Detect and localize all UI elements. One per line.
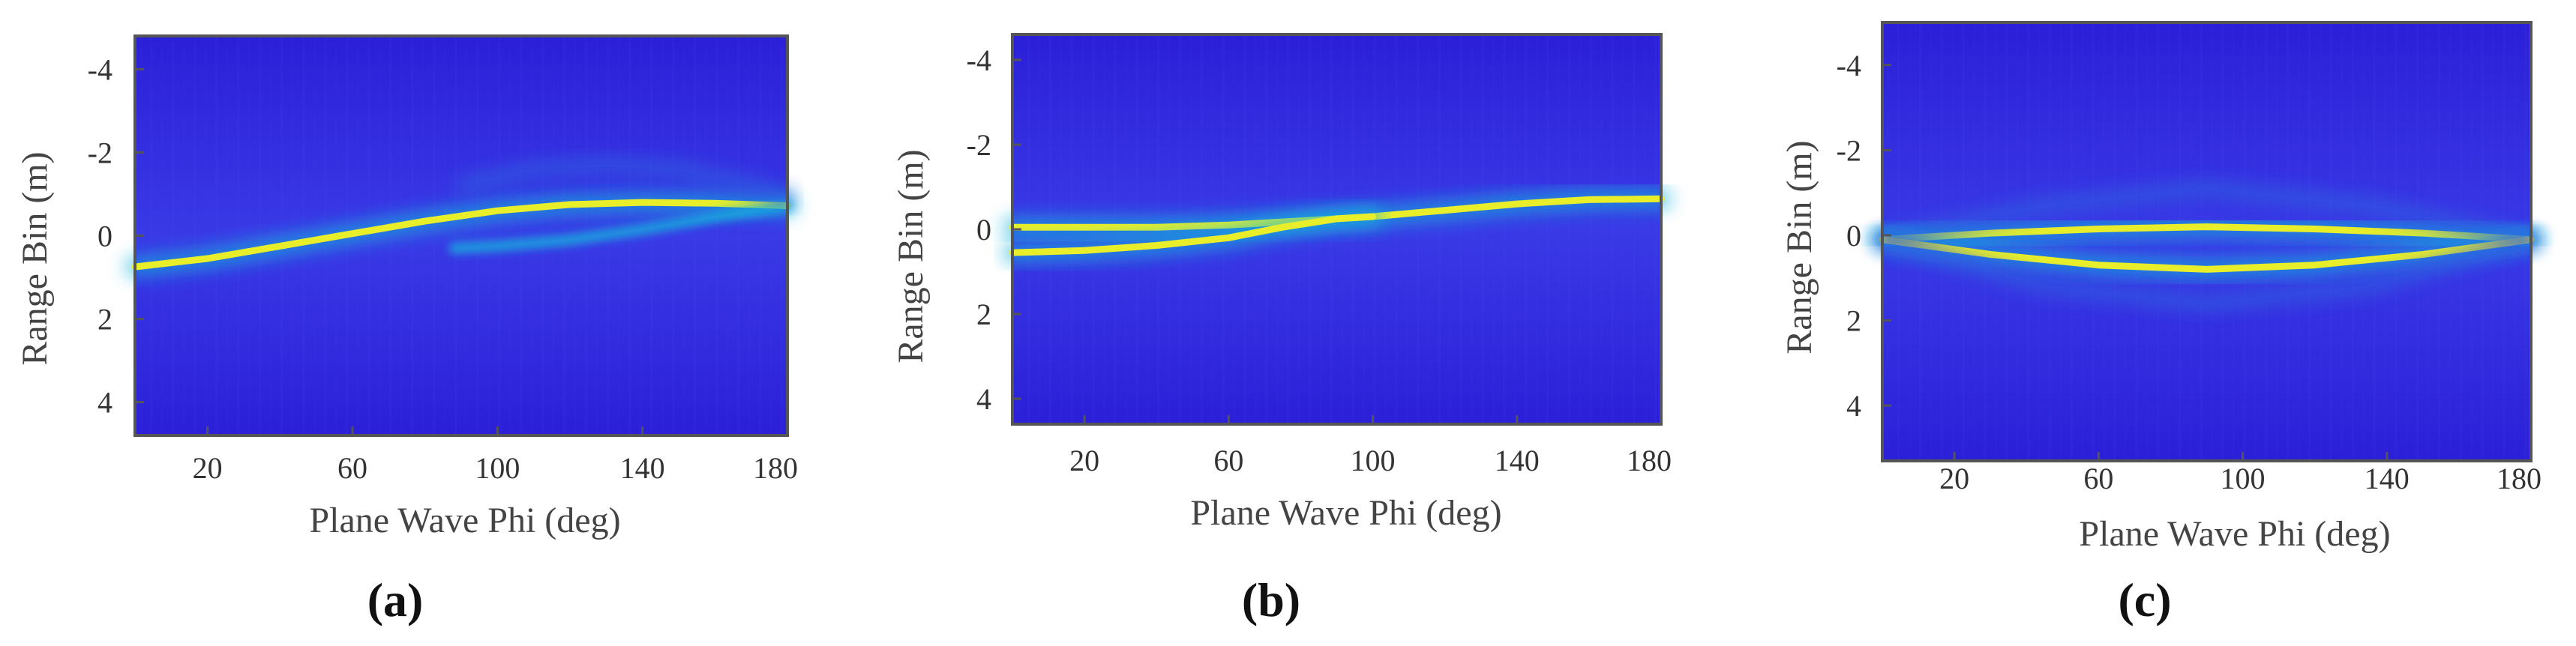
panel-label: (a) <box>367 573 424 627</box>
plot-area <box>1003 33 1671 426</box>
y-axis-label: Range Bin (m) <box>1780 140 1819 354</box>
y-tick-label: 4 <box>976 382 991 416</box>
y-tick-label: 2 <box>976 298 991 331</box>
x-tick-label: 60 <box>337 451 367 485</box>
x-tick-label: 180 <box>2497 462 2542 495</box>
y-tick-label: 2 <box>97 303 112 336</box>
series-line <box>1879 223 2535 244</box>
x-tick-label: 140 <box>2365 462 2410 495</box>
series-line <box>1879 236 2535 273</box>
y-axis-label: Range Bin (m) <box>15 151 55 365</box>
chart-panel-a: -4 -2 0 2 4 20 60 100 140 180 Range Bin (m) Plan… <box>15 34 798 627</box>
y-tick-label: -4 <box>967 43 991 77</box>
series-line <box>131 199 791 271</box>
x-tick-label: 20 <box>193 451 223 485</box>
y-ticks: -4 -2 0 2 4 <box>967 43 1021 416</box>
x-tick-label: 100 <box>2221 462 2266 495</box>
y-tick-label: 4 <box>1846 389 1861 423</box>
x-ticks: 20 60 100 140 180 <box>193 426 798 485</box>
heatmap-background <box>135 36 787 435</box>
x-tick-label: 60 <box>1213 444 1243 477</box>
series-line <box>448 200 793 254</box>
x-ticks: 20 60 100 140 180 <box>1069 415 1672 477</box>
plot-area <box>1873 21 2541 462</box>
series-line <box>1009 213 1377 256</box>
series-halo <box>1876 233 2537 310</box>
plot-area <box>125 34 797 437</box>
y-tick-label: -2 <box>967 128 991 162</box>
x-tick-label: 100 <box>1351 444 1396 477</box>
x-tick-label: 60 <box>2083 462 2113 495</box>
x-ticks: 20 60 100 140 180 <box>1939 452 2542 495</box>
chart-panel-c: -4 -2 0 2 4 20 60 100 140 180 Range Bin (m) Plan… <box>1780 21 2542 627</box>
y-tick-label: 2 <box>1846 304 1861 338</box>
x-tick-label: 20 <box>1939 462 1969 495</box>
panel-label: (b) <box>1242 573 1300 627</box>
y-ticks: -4 -2 0 2 4 <box>1837 49 1891 423</box>
y-tick-label: -2 <box>88 136 112 169</box>
y-tick-label: -4 <box>1837 49 1861 82</box>
y-ticks: -4 -2 0 2 4 <box>88 52 144 420</box>
x-tick-label: 140 <box>620 451 665 485</box>
x-axis-label: Plane Wave Phi (deg) <box>309 501 620 540</box>
x-tick-label: 180 <box>1627 444 1672 477</box>
x-tick-label: 100 <box>475 451 520 485</box>
y-tick-label: 4 <box>97 386 112 420</box>
plot-frame <box>1881 21 2533 462</box>
y-tick-label: 0 <box>1846 219 1861 253</box>
x-axis-label: Plane Wave Phi (deg) <box>2079 514 2390 554</box>
x-axis-label: Plane Wave Phi (deg) <box>1190 493 1501 533</box>
y-tick-label: 0 <box>976 213 991 247</box>
y-axis-label: Range Bin (m) <box>891 149 931 363</box>
series-halo <box>1876 182 2537 246</box>
chart-panel-b: -4 -2 0 2 4 20 60 100 140 180 Range Bin (m) Plan… <box>891 33 1672 627</box>
y-tick-label: -2 <box>1837 133 1861 167</box>
x-tick-label: 180 <box>753 451 798 485</box>
panel-label: (c) <box>2118 573 2171 627</box>
x-tick-label: 20 <box>1069 444 1099 477</box>
series-halo <box>455 159 793 205</box>
y-tick-label: -4 <box>88 52 112 86</box>
x-tick-label: 140 <box>1495 444 1540 477</box>
y-tick-label: 0 <box>97 220 112 253</box>
